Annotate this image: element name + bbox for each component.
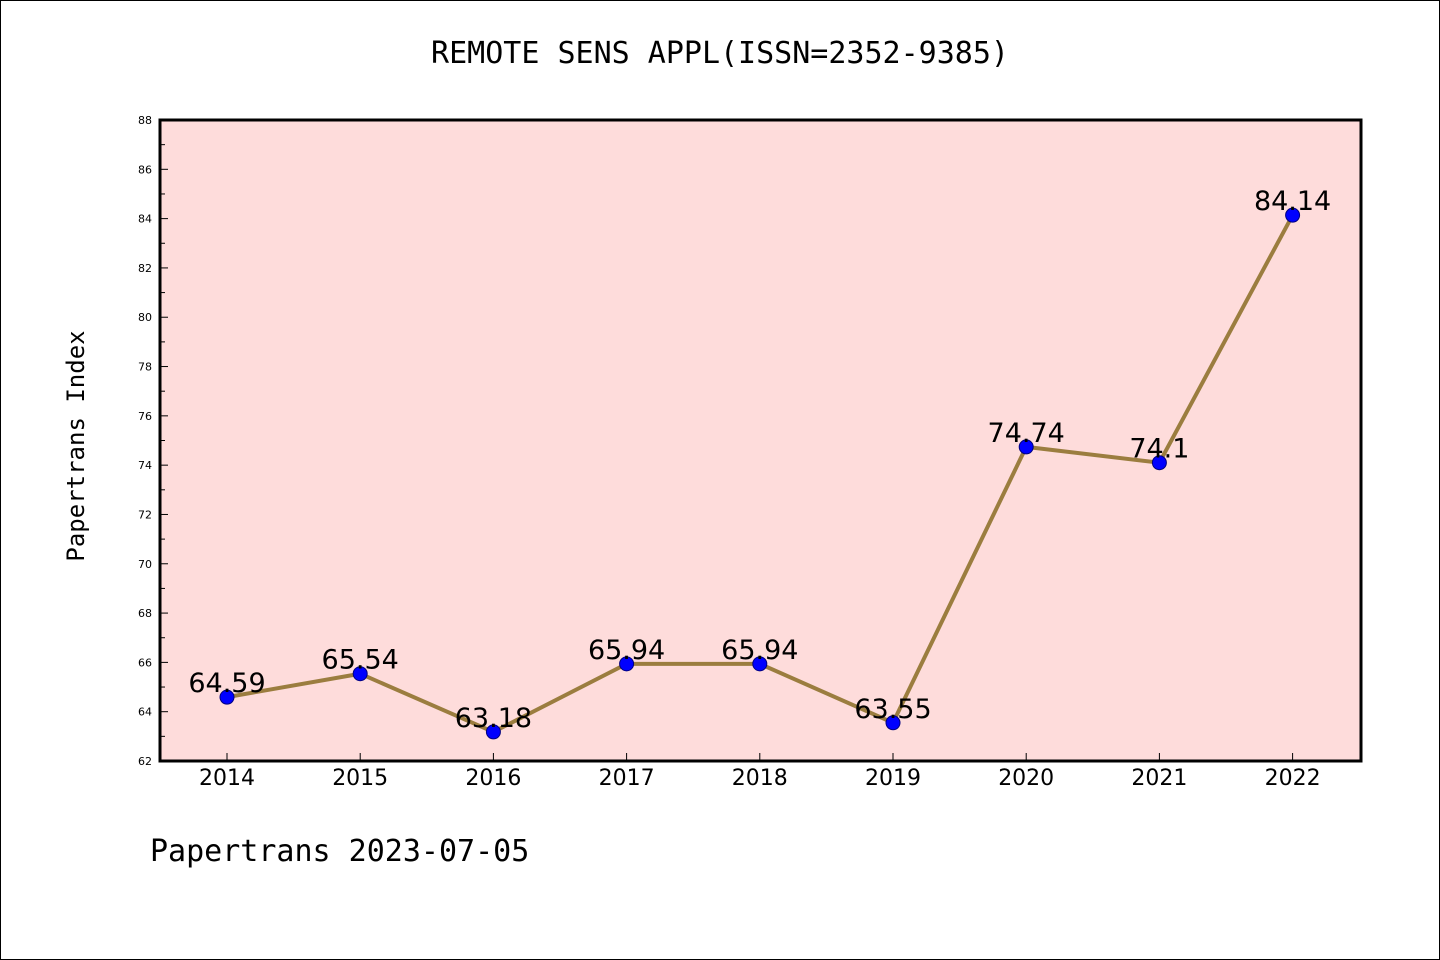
data-point [352,666,368,682]
x-tick-label: 2015 [332,766,388,791]
data-point [885,715,901,731]
y-tick-label: 82 [138,262,152,275]
x-tick-label: 2016 [465,766,521,791]
y-tick-label: 84 [138,213,152,226]
data-label: 84.14 [1254,186,1331,217]
y-tick-label: 64 [138,706,152,719]
y-tick-label: 68 [138,607,152,620]
data-point [1285,207,1301,223]
data-points [219,207,1301,740]
data-labels: 64.59 65.54 63.18 65.94 65.94 63.55 74.74 74.1 8… [188,186,1331,734]
data-label: 74.74 [988,418,1065,449]
data-point [1018,439,1034,455]
plot-area [160,120,1361,761]
x-tick-label: 2021 [1131,766,1187,791]
data-label: 65.94 [721,635,798,666]
y-tick-label: 78 [138,361,152,374]
y-axis: 62 64 66 68 70 72 74 76 78 80 82 84 86 88 [138,114,168,768]
y-tick-label: 62 [138,755,152,768]
data-point [485,724,501,740]
x-tick-label: 2018 [732,766,788,791]
data-label: 64.59 [188,668,265,699]
x-tick-label: 2022 [1265,766,1321,791]
data-label: 63.18 [455,703,532,734]
data-point [752,656,768,672]
footer-source-date: Papertrans 2023-07-05 [150,834,530,869]
x-tick-label: 2019 [865,766,921,791]
y-tick-label: 72 [138,508,152,521]
y-tick-label: 70 [138,558,152,571]
plot-border [158,118,1363,763]
data-point [619,656,635,672]
y-tick-label: 66 [138,656,152,669]
y-tick-label: 88 [138,114,152,127]
x-axis: 2014 2015 2016 2017 2018 2019 2020 2021 2022 [199,753,1321,791]
y-tick-label: 86 [138,163,152,176]
data-point [1151,455,1167,471]
y-tick-label: 76 [138,410,152,423]
data-point [219,689,235,705]
x-tick-label: 2014 [199,766,255,791]
y-tick-label: 74 [138,459,152,472]
chart-title: REMOTE SENS APPL(ISSN=2352-9385) [431,36,1009,71]
y-tick-label: 80 [138,311,152,324]
data-label: 74.1 [1129,434,1189,465]
data-label: 63.55 [854,694,931,725]
data-label: 65.54 [322,645,399,676]
data-label: 65.94 [588,635,665,666]
x-tick-label: 2020 [998,766,1054,791]
x-tick-label: 2017 [599,766,655,791]
